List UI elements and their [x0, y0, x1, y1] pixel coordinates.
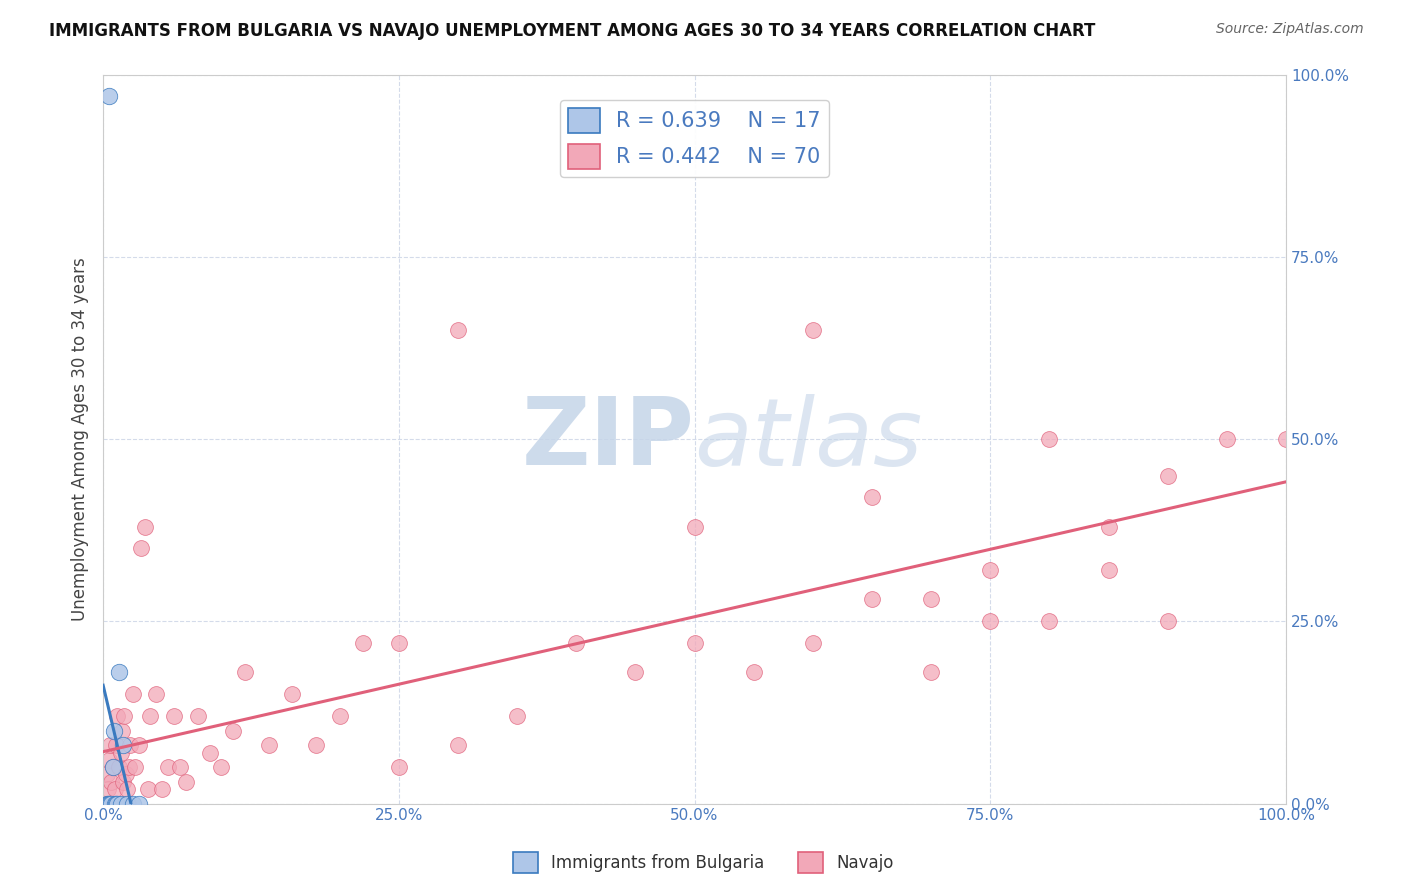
Point — [107, 665, 129, 680]
Point — [1216, 432, 1239, 446]
Point — [115, 782, 138, 797]
Point — [98, 797, 121, 811]
Point — [96, 797, 118, 811]
Point — [108, 797, 131, 811]
Point — [105, 739, 128, 753]
Point — [506, 709, 529, 723]
Point — [100, 774, 122, 789]
Point — [124, 760, 146, 774]
Point — [1038, 615, 1060, 629]
Point — [169, 760, 191, 774]
Point — [101, 760, 124, 774]
Point — [120, 739, 142, 753]
Point — [1097, 563, 1119, 577]
Point — [112, 774, 135, 789]
Point — [447, 739, 470, 753]
Point — [281, 687, 304, 701]
Point — [129, 541, 152, 556]
Point — [98, 89, 121, 103]
Point — [163, 709, 186, 723]
Point — [209, 760, 232, 774]
Text: Source: ZipAtlas.com: Source: ZipAtlas.com — [1216, 22, 1364, 37]
Point — [388, 636, 411, 650]
Point — [352, 636, 374, 650]
Point — [104, 797, 127, 811]
Point — [683, 636, 706, 650]
Point — [98, 797, 121, 811]
Point — [121, 687, 143, 701]
Point — [112, 739, 135, 753]
Point — [187, 709, 209, 723]
Point — [97, 782, 120, 797]
Text: IMMIGRANTS FROM BULGARIA VS NAVAJO UNEMPLOYMENT AMONG AGES 30 TO 34 YEARS CORREL: IMMIGRANTS FROM BULGARIA VS NAVAJO UNEMP… — [49, 22, 1095, 40]
Point — [624, 665, 647, 680]
Point — [139, 709, 162, 723]
Point — [979, 615, 1001, 629]
Point — [128, 739, 150, 753]
Point — [1097, 519, 1119, 533]
Point — [110, 797, 132, 811]
Text: atlas: atlas — [695, 393, 922, 484]
Point — [1156, 615, 1178, 629]
Point — [920, 592, 942, 607]
Point — [174, 774, 197, 789]
Point — [305, 739, 328, 753]
Point — [565, 636, 588, 650]
Point — [98, 739, 121, 753]
Point — [222, 723, 245, 738]
Point — [257, 739, 280, 753]
Legend: Immigrants from Bulgaria, Navajo: Immigrants from Bulgaria, Navajo — [506, 846, 900, 880]
Point — [112, 709, 135, 723]
Point — [447, 323, 470, 337]
Point — [329, 709, 352, 723]
Point — [128, 797, 150, 811]
Point — [118, 760, 141, 774]
Point — [801, 636, 824, 650]
Point — [860, 491, 883, 505]
Point — [801, 323, 824, 337]
Point — [103, 723, 125, 738]
Point — [97, 797, 120, 811]
Point — [1275, 432, 1298, 446]
Point — [1156, 468, 1178, 483]
Point — [233, 665, 256, 680]
Point — [134, 519, 156, 533]
Point — [150, 782, 173, 797]
Legend: R = 0.639    N = 17, R = 0.442    N = 70: R = 0.639 N = 17, R = 0.442 N = 70 — [560, 100, 830, 178]
Point — [860, 592, 883, 607]
Point — [104, 782, 127, 797]
Text: ZIP: ZIP — [522, 393, 695, 485]
Point — [105, 797, 128, 811]
Point — [121, 797, 143, 811]
Point — [136, 782, 159, 797]
Point — [105, 709, 128, 723]
Point — [683, 519, 706, 533]
Point — [388, 760, 411, 774]
Point — [100, 797, 122, 811]
Point — [98, 753, 121, 767]
Point — [979, 563, 1001, 577]
Point — [114, 767, 136, 781]
Point — [105, 797, 128, 811]
Point — [145, 687, 167, 701]
Point — [920, 665, 942, 680]
Point — [157, 760, 180, 774]
Point — [103, 797, 125, 811]
Point — [96, 767, 118, 781]
Point — [117, 797, 139, 811]
Point — [198, 746, 221, 760]
Point — [1038, 432, 1060, 446]
Y-axis label: Unemployment Among Ages 30 to 34 years: Unemployment Among Ages 30 to 34 years — [72, 257, 89, 621]
Point — [107, 760, 129, 774]
Point — [742, 665, 765, 680]
Point — [115, 797, 138, 811]
Point — [101, 760, 124, 774]
Point — [111, 723, 134, 738]
Point — [110, 746, 132, 760]
